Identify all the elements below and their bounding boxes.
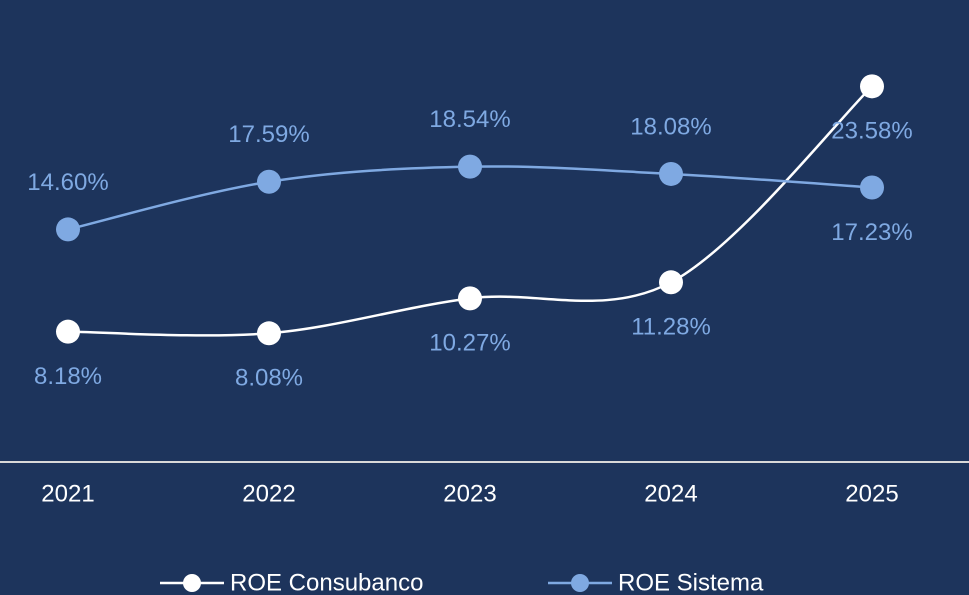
x-tick-label: 2021	[41, 480, 94, 507]
data-point	[257, 169, 281, 194]
data-label: 11.28%	[631, 314, 711, 341]
data-label: 8.18%	[34, 363, 102, 390]
x-tick-label: 2025	[845, 480, 898, 507]
data-point	[257, 321, 281, 346]
data-label: 8.08%	[235, 365, 303, 392]
x-tick-label: 2024	[644, 480, 697, 507]
data-point	[458, 154, 482, 179]
x-tick-label: 2023	[443, 480, 496, 507]
data-label: 17.59%	[228, 121, 309, 148]
data-point	[659, 161, 683, 186]
legend-marker	[183, 574, 201, 592]
data-point	[56, 319, 80, 344]
data-point	[860, 175, 884, 200]
data-label: 10.27%	[429, 330, 510, 357]
data-label: 18.08%	[630, 113, 711, 140]
legend-label: ROE Sistema	[618, 569, 764, 595]
x-tick-label: 2022	[242, 480, 295, 507]
data-label: 17.23%	[831, 219, 912, 246]
data-point	[659, 270, 683, 295]
data-point	[458, 286, 482, 311]
data-point	[860, 74, 884, 99]
data-label: 23.58%	[831, 118, 912, 145]
legend-label: ROE Consubanco	[230, 569, 423, 595]
data-label: 18.54%	[429, 106, 510, 133]
data-point	[56, 217, 80, 242]
data-label: 14.60%	[27, 169, 108, 196]
legend-marker	[571, 574, 589, 592]
